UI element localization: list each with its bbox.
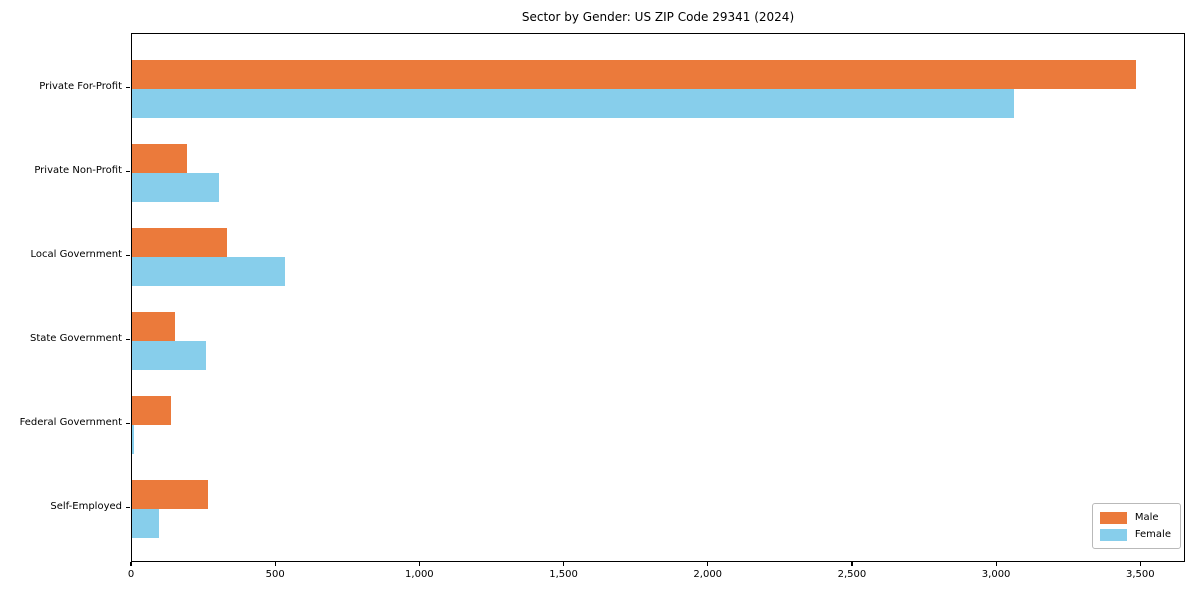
y-tick-mark xyxy=(126,255,130,257)
bar-male-local-government xyxy=(132,228,228,257)
x-tick-label: 1,500 xyxy=(549,569,578,580)
bar-male-self-employed xyxy=(132,480,209,509)
x-tick-label: 3,500 xyxy=(1125,569,1155,580)
y-axis-category-label: State Government xyxy=(29,333,122,344)
x-tick-label: 0 xyxy=(127,569,135,580)
x-tick-mark xyxy=(851,562,853,566)
x-tick-mark xyxy=(707,562,709,566)
bar-male-state-government xyxy=(132,312,176,341)
legend-label-male: Male xyxy=(1134,512,1159,523)
y-tick-mark xyxy=(126,339,130,341)
bar-female-federal-government xyxy=(132,425,135,454)
legend-swatch-female xyxy=(1099,528,1127,541)
x-tick-label: 1,000 xyxy=(405,569,434,580)
x-tick-mark xyxy=(1139,562,1141,566)
y-axis-category-label: Private Non-Profit xyxy=(34,165,122,176)
bar-female-state-government xyxy=(132,341,206,370)
bar-male-private-for-profit xyxy=(132,60,1136,89)
y-tick-mark xyxy=(126,507,130,509)
y-tick-mark xyxy=(126,423,130,425)
x-tick-mark xyxy=(274,562,276,566)
legend: Male Female xyxy=(1091,503,1181,549)
x-tick-label: 2,000 xyxy=(693,569,723,580)
chart-title: Sector by Gender: US ZIP Code 29341 (202… xyxy=(521,10,795,24)
x-tick-mark xyxy=(995,562,997,566)
x-tick-mark xyxy=(130,562,132,566)
x-tick-mark xyxy=(418,562,420,566)
bar-male-federal-government xyxy=(132,396,171,425)
bar-female-private-non-profit xyxy=(132,173,219,202)
x-tick-label: 2,500 xyxy=(837,569,867,580)
legend-item-female: Female xyxy=(1099,526,1171,543)
y-tick-mark xyxy=(126,171,130,173)
y-axis-category-label: Self-Employed xyxy=(50,501,122,512)
y-axis-category-label: Private For-Profit xyxy=(39,81,122,92)
bar-female-local-government xyxy=(132,257,285,286)
legend-swatch-male xyxy=(1099,511,1127,524)
x-tick-label: 3,000 xyxy=(981,569,1011,580)
bar-male-private-non-profit xyxy=(132,144,187,173)
y-axis-category-label: Local Government xyxy=(30,249,122,260)
bar-female-private-for-profit xyxy=(132,89,1015,118)
x-tick-mark xyxy=(562,562,565,566)
x-tick-label: 500 xyxy=(265,569,285,580)
legend-label-female: Female xyxy=(1134,529,1171,540)
legend-item-male: Male xyxy=(1099,509,1171,526)
plot-area: Male Female xyxy=(131,33,1185,562)
y-tick-mark xyxy=(126,87,130,89)
y-axis-category-label: Federal Government xyxy=(19,417,122,428)
bar-female-self-employed xyxy=(132,509,160,538)
